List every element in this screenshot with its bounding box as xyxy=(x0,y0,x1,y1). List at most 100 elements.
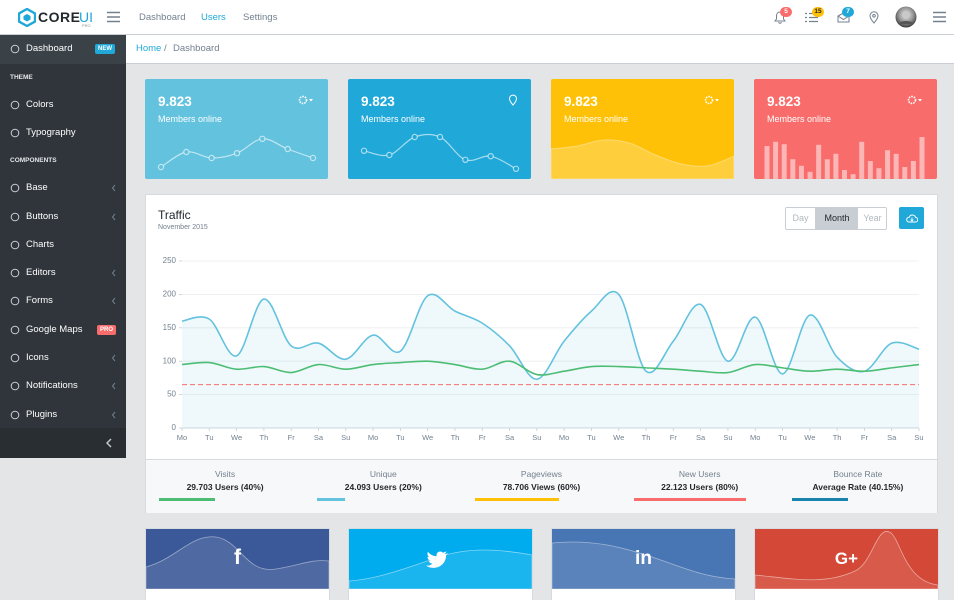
period-button[interactable]: Year xyxy=(857,208,886,229)
card-bar xyxy=(816,144,822,179)
card-label: Members online xyxy=(361,114,426,124)
badge: 7 xyxy=(842,7,854,17)
nav-arrow xyxy=(111,213,116,220)
nav-item[interactable]: Icons xyxy=(0,344,126,372)
card-point xyxy=(259,135,266,143)
card-value: 9.823 xyxy=(158,94,192,109)
stat-card: 9.823 Members online xyxy=(145,79,328,179)
download-button[interactable] xyxy=(899,207,924,229)
stat-value: 78.706 Views (60%) xyxy=(502,482,581,492)
nav-item[interactable]: Dashboard NEW xyxy=(0,35,126,64)
sidebar-toggle[interactable] xyxy=(107,11,120,23)
traffic-card: Traffic November 2015 Day Month Year 0 50 10… xyxy=(145,194,938,513)
nav-link[interactable]: Dashboard xyxy=(139,12,186,23)
x-tick-label: Fr xyxy=(479,433,487,442)
icon-shape xyxy=(907,95,917,105)
icon-shape xyxy=(508,94,518,106)
progress-bar xyxy=(475,498,560,501)
nav-icon-shape xyxy=(10,353,20,363)
social-card xyxy=(348,528,533,600)
sidebar-minimizer[interactable] xyxy=(0,428,126,458)
nav-arrow-shape xyxy=(111,298,116,305)
x-tick-label: Sa xyxy=(505,433,515,442)
nav-item[interactable]: Plugins xyxy=(0,401,126,429)
card-bar xyxy=(902,167,908,179)
y-tick-label: 100 xyxy=(163,356,177,365)
minimizer-icon[interactable] xyxy=(105,438,113,448)
breadcrumb: Home / Dashboard xyxy=(126,35,954,64)
location-icon[interactable] xyxy=(501,94,519,106)
nav-label: Base xyxy=(26,182,48,194)
traffic-footer: Visits 29.703 Users (40%) Unique 24.093 Use… xyxy=(146,459,937,513)
x-tick-label: We xyxy=(231,433,242,442)
icon-shape xyxy=(309,99,313,102)
settings-icon[interactable] xyxy=(704,94,722,106)
breadcrumb-link[interactable]: Home xyxy=(136,43,162,54)
aside-toggle[interactable] xyxy=(933,11,946,23)
card-chart xyxy=(157,135,317,171)
social-card: in xyxy=(551,528,736,600)
nav-label: Forms xyxy=(26,295,53,307)
avatar[interactable] xyxy=(895,6,917,28)
card-label: Members online xyxy=(767,114,832,124)
settings-icon[interactable] xyxy=(298,94,316,106)
card-bar xyxy=(885,150,891,179)
card-value: 9.823 xyxy=(564,94,598,109)
nav-label: Google Maps xyxy=(26,323,83,335)
x-tick-label: Mo xyxy=(177,433,187,442)
y-tick-label: 250 xyxy=(163,256,177,265)
nav-item[interactable]: Editors xyxy=(0,259,126,287)
logo-accent: UI xyxy=(79,9,93,25)
nav-label: Colors xyxy=(26,98,54,110)
nav-item[interactable]: Colors xyxy=(0,91,126,119)
nav-arrow-shape xyxy=(111,269,116,277)
social-header xyxy=(755,529,938,589)
nav-icon-shape xyxy=(10,212,20,221)
y-tick-label: 0 xyxy=(172,423,177,432)
nav-title: COMPONENTS xyxy=(10,157,57,165)
x-tick-label: We xyxy=(613,433,624,442)
location-icon[interactable] xyxy=(869,11,879,24)
x-tick-label: Mo xyxy=(750,433,760,442)
period-button[interactable]: Month xyxy=(815,208,858,229)
card-point xyxy=(386,151,393,159)
x-tick-label: Tu xyxy=(778,433,786,442)
breadcrumb-separator: / xyxy=(164,43,167,54)
nav-item[interactable]: Typography xyxy=(0,119,126,147)
x-tick-label: Mo xyxy=(559,433,569,442)
stat-label: Bounce Rate xyxy=(833,469,883,479)
x-tick-label: We xyxy=(804,433,815,442)
y-tick-label: 150 xyxy=(163,323,177,332)
nav-icon xyxy=(10,183,20,193)
nav-label: Plugins xyxy=(26,408,58,420)
stat-label: New Users xyxy=(678,469,721,479)
nav-arrow xyxy=(111,354,116,362)
nav-link[interactable]: Users xyxy=(201,12,226,23)
nav-item[interactable]: Forms xyxy=(0,287,126,315)
nav-label: Notifications xyxy=(26,380,78,392)
nav-icon xyxy=(10,240,20,250)
cloud-icon[interactable] xyxy=(906,213,918,223)
nav-item[interactable]: Notifications xyxy=(0,372,126,400)
x-tick-label: Sa xyxy=(887,433,897,442)
period-button[interactable]: Day xyxy=(786,208,815,229)
x-tick-label: Tu xyxy=(587,433,595,442)
settings-icon[interactable] xyxy=(907,94,925,106)
nav-item[interactable]: Charts xyxy=(0,231,126,259)
card-point xyxy=(360,147,368,155)
nav-item[interactable]: Buttons xyxy=(0,202,126,230)
x-tick-label: Su xyxy=(341,433,350,442)
nav-arrow xyxy=(111,269,116,277)
x-tick-label: Fr xyxy=(288,433,296,442)
linkedin-icon: in xyxy=(635,548,652,569)
nav-item[interactable]: Base xyxy=(0,174,126,202)
nav-item[interactable]: Google Maps PRO xyxy=(0,316,126,344)
nav-link[interactable]: Settings xyxy=(243,12,278,23)
stat-value: Average Rate (40.15%) xyxy=(812,482,904,492)
card-bar xyxy=(824,159,830,179)
x-tick-label: Mo xyxy=(368,433,378,442)
x-tick-label: Fr xyxy=(670,433,678,442)
chart-subtitle: November 2015 xyxy=(158,224,208,231)
nav-icon xyxy=(10,44,20,54)
